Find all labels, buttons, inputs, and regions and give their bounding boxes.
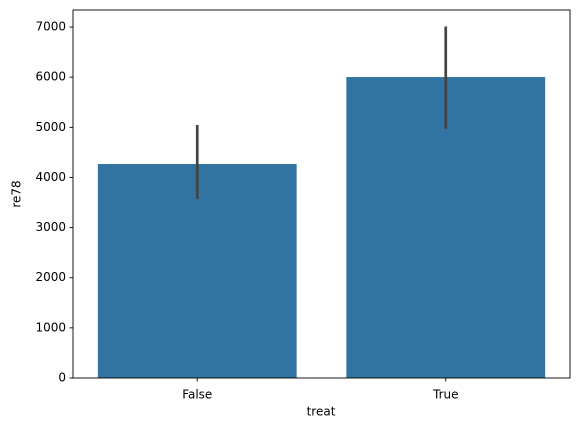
bar xyxy=(97,164,297,378)
y-tick-label: 7000 xyxy=(35,20,66,34)
y-axis-label: re78 xyxy=(10,180,24,207)
x-tick-label: True xyxy=(432,388,459,402)
y-tick-label: 3000 xyxy=(35,220,66,234)
y-tick-label: 2000 xyxy=(35,270,66,284)
plot-frame xyxy=(72,9,571,379)
y-tick-label: 6000 xyxy=(35,70,66,84)
y-tick-label: 5000 xyxy=(35,120,66,134)
y-tick-label: 1000 xyxy=(35,320,66,334)
x-axis-label: treat xyxy=(307,405,336,419)
y-tick-label: 0 xyxy=(58,371,66,385)
y-tick-label: 4000 xyxy=(35,170,66,184)
x-tick-label: False xyxy=(182,388,212,402)
